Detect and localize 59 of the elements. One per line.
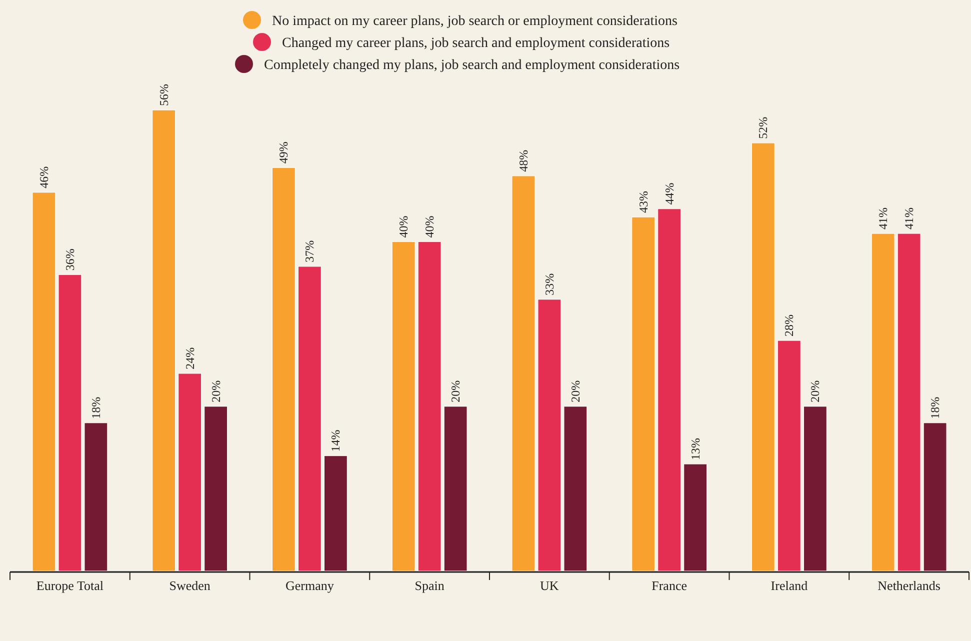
bar [658, 208, 682, 572]
x-tick-label: UK [540, 578, 560, 593]
data-label: 13% [688, 438, 702, 460]
legend-label: Changed my career plans, job search and employment considerations [282, 36, 670, 51]
data-label: 49% [276, 142, 291, 164]
data-label: 20% [208, 380, 223, 402]
bar [298, 266, 322, 572]
data-label: 41% [902, 207, 916, 230]
data-label: 43% [636, 191, 650, 214]
bar [32, 192, 56, 572]
bar [564, 406, 588, 572]
x-tick-label: Germany [286, 578, 334, 593]
data-label: 40% [396, 216, 411, 238]
legend-label: Completely changed my plans, job search and employment considerations [264, 58, 680, 73]
data-label: 20% [568, 380, 582, 402]
bar [444, 406, 468, 572]
x-tick-label: Ireland [770, 578, 808, 593]
data-label: 18% [928, 396, 942, 419]
data-label: 52% [756, 116, 770, 139]
bar [751, 142, 775, 572]
bar [897, 233, 921, 572]
bar [512, 176, 536, 572]
data-label: 28% [782, 314, 796, 336]
data-label: 24% [182, 347, 197, 370]
bar [324, 455, 348, 572]
data-label: 33% [542, 273, 556, 296]
x-tick-label: France [652, 578, 688, 593]
bar [152, 110, 176, 572]
bar [178, 373, 202, 572]
bar [418, 241, 442, 572]
bar [803, 406, 827, 572]
data-label: 56% [156, 84, 171, 106]
bar [871, 233, 895, 572]
bar [392, 241, 416, 572]
bar [538, 299, 562, 572]
bar [204, 406, 228, 572]
data-label: 18% [88, 396, 103, 419]
x-tick-label: Sweden [169, 578, 211, 593]
legend-label: No impact on my career plans, job search or employment considerations [272, 14, 678, 29]
x-tick-label: Europe Total [36, 578, 104, 593]
data-label: 37% [302, 240, 317, 262]
data-label: 48% [516, 150, 530, 172]
data-label: 14% [328, 430, 343, 452]
data-label: 20% [448, 380, 463, 402]
bar [58, 274, 82, 572]
data-label: 40% [422, 216, 437, 238]
bar [684, 464, 708, 572]
bar [272, 167, 296, 572]
bar [923, 422, 947, 572]
data-label: 41% [876, 207, 890, 230]
bar [632, 216, 656, 572]
data-label: 44% [662, 182, 676, 205]
bar [777, 340, 801, 572]
x-tick-label: Netherlands [878, 578, 940, 593]
data-label: 36% [62, 248, 77, 271]
data-label: 46% [36, 166, 51, 188]
data-label: 20% [808, 380, 822, 402]
x-tick-label: Spain [414, 578, 445, 593]
bar [84, 422, 108, 572]
